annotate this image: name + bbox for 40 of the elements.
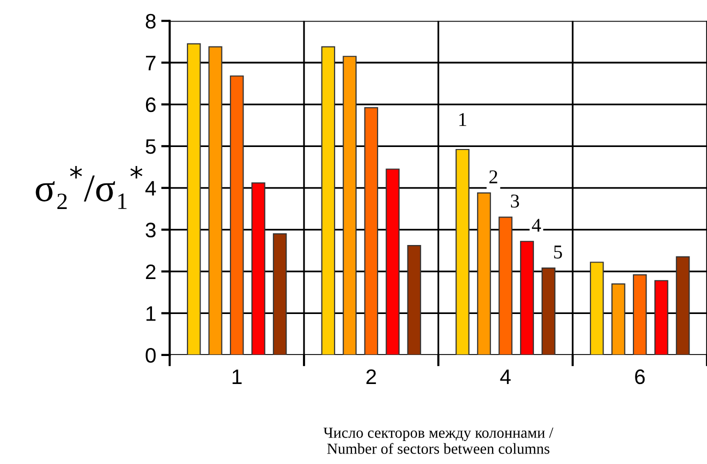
y-tick-label: 0 bbox=[146, 348, 156, 363]
bar bbox=[386, 168, 400, 355]
x-tick-label: 1 bbox=[232, 370, 242, 384]
bar bbox=[342, 56, 357, 355]
y-tick-label: 7 bbox=[146, 56, 156, 70]
bar bbox=[498, 216, 512, 355]
series-label: 1 bbox=[459, 113, 466, 126]
bar bbox=[520, 240, 534, 355]
bar bbox=[230, 75, 244, 355]
series-label: 5 bbox=[554, 246, 562, 259]
y-tick-label: 2 bbox=[146, 264, 156, 279]
bar bbox=[654, 280, 668, 355]
y-axis-title: σ₂$^{*}$/σ₁$^{*}$ bbox=[36, 166, 142, 210]
bar bbox=[208, 46, 222, 355]
bar bbox=[456, 148, 470, 355]
bar bbox=[632, 274, 647, 355]
y-tick-label: 6 bbox=[146, 97, 156, 112]
bar bbox=[272, 233, 287, 355]
x-tick-label: 4 bbox=[500, 370, 511, 384]
series-label: 4 bbox=[532, 218, 541, 232]
bar bbox=[542, 268, 556, 355]
y-tick-label: 4 bbox=[145, 181, 156, 196]
y-tick-label: 5 bbox=[146, 139, 156, 154]
bar bbox=[364, 107, 378, 355]
series-label: 3 bbox=[510, 194, 520, 208]
bar bbox=[676, 256, 690, 355]
x-tick-label: 2 bbox=[366, 369, 376, 384]
bar bbox=[590, 262, 604, 355]
x-axis-title: Число секторов между колоннами / Number of sectors between columns bbox=[324, 428, 554, 454]
series-label: 2 bbox=[489, 170, 498, 184]
x-tick-label: 6 bbox=[635, 369, 645, 384]
bar bbox=[611, 283, 626, 355]
bar bbox=[186, 43, 201, 355]
bar bbox=[251, 182, 266, 355]
y-tick-label: 3 bbox=[146, 222, 156, 238]
bar bbox=[321, 46, 336, 355]
bar bbox=[407, 244, 422, 355]
bar bbox=[477, 192, 491, 355]
y-tick-label: 8 bbox=[146, 14, 156, 29]
y-tick-label: 1 bbox=[146, 306, 156, 321]
